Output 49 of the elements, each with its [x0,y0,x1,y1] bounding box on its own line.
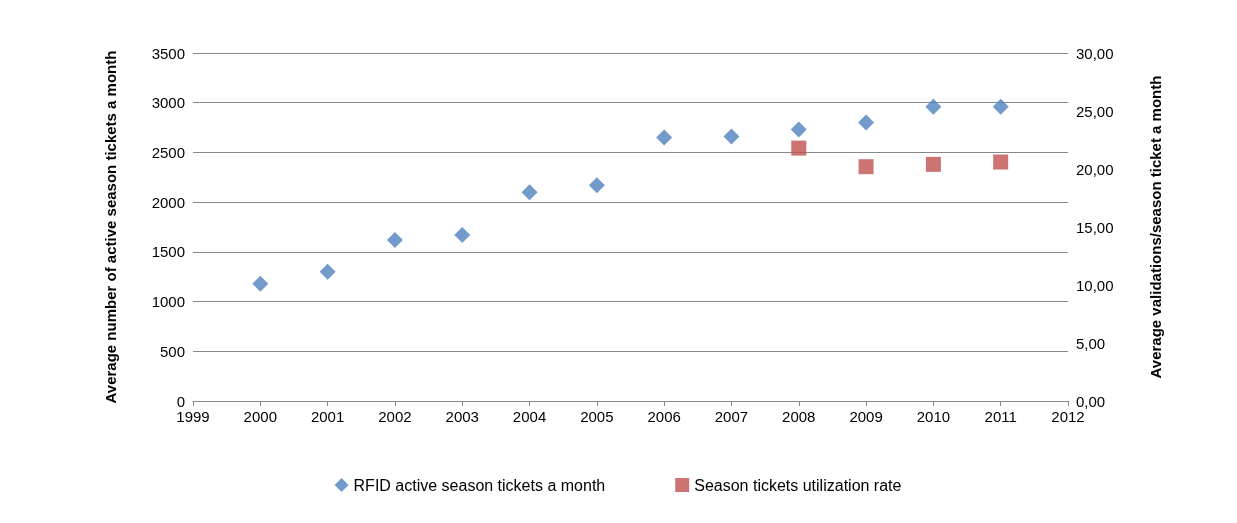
point [252,275,269,292]
y2-tick-label: 5,00 [1076,334,1106,352]
y2-tick-label: 10,00 [1076,276,1114,294]
legend-label: RFID active season tickets a month [353,476,606,494]
x-tick-label: 2005 [580,408,614,425]
x-tick-label: 2001 [310,408,345,425]
x-tick-label: 2010 [916,408,951,425]
point [386,231,403,248]
x-tick-label: 2008 [782,408,816,425]
y-tick-label: 1500 [151,243,185,261]
x-tick-label: 2012 [1051,408,1085,425]
x-tick-label: 2002 [378,408,412,425]
point [992,98,1009,115]
x-tick-label: 2006 [647,408,681,425]
x-tick-label: 2004 [512,408,547,425]
point [319,263,336,280]
x-tick-label: 2009 [849,408,883,425]
y-tick-label: 2500 [151,143,185,161]
y2-tick-label: 25,00 [1076,102,1114,120]
y-tick-label: 0 [176,392,185,410]
point [925,156,941,172]
x-tick-label: 2011 [984,408,1017,425]
y-tick-label: 3000 [151,94,185,112]
point [454,226,471,243]
y2-tick-label: 0,00 [1076,392,1106,410]
point [588,177,605,194]
x-tick-label: 2007 [714,408,749,425]
y-tick-label: 500 [159,342,185,360]
point [790,121,807,138]
point [723,128,740,145]
point [858,159,874,175]
y2-axis-title: Average validations/season ticket a month [1147,75,1164,379]
y2-tick-label: 15,00 [1076,218,1114,236]
y2-tick-label: 30,00 [1076,44,1114,62]
point [925,98,942,115]
x-tick-label: 1999 [176,408,210,425]
point [858,114,875,131]
y-axis-title: Average number of active season tickets a month [102,50,119,404]
y2-tick-label: 20,00 [1076,160,1114,178]
point [656,129,673,146]
point [791,140,807,156]
point [521,184,538,201]
x-tick-label: 2003 [445,408,479,425]
y-tick-label: 3500 [151,44,185,62]
x-tick-label: 2000 [243,408,277,425]
y-tick-label: 1000 [151,293,185,311]
legend-label: Season tickets utilization rate [694,476,902,494]
point [993,154,1009,170]
y-tick-label: 2000 [151,193,185,211]
